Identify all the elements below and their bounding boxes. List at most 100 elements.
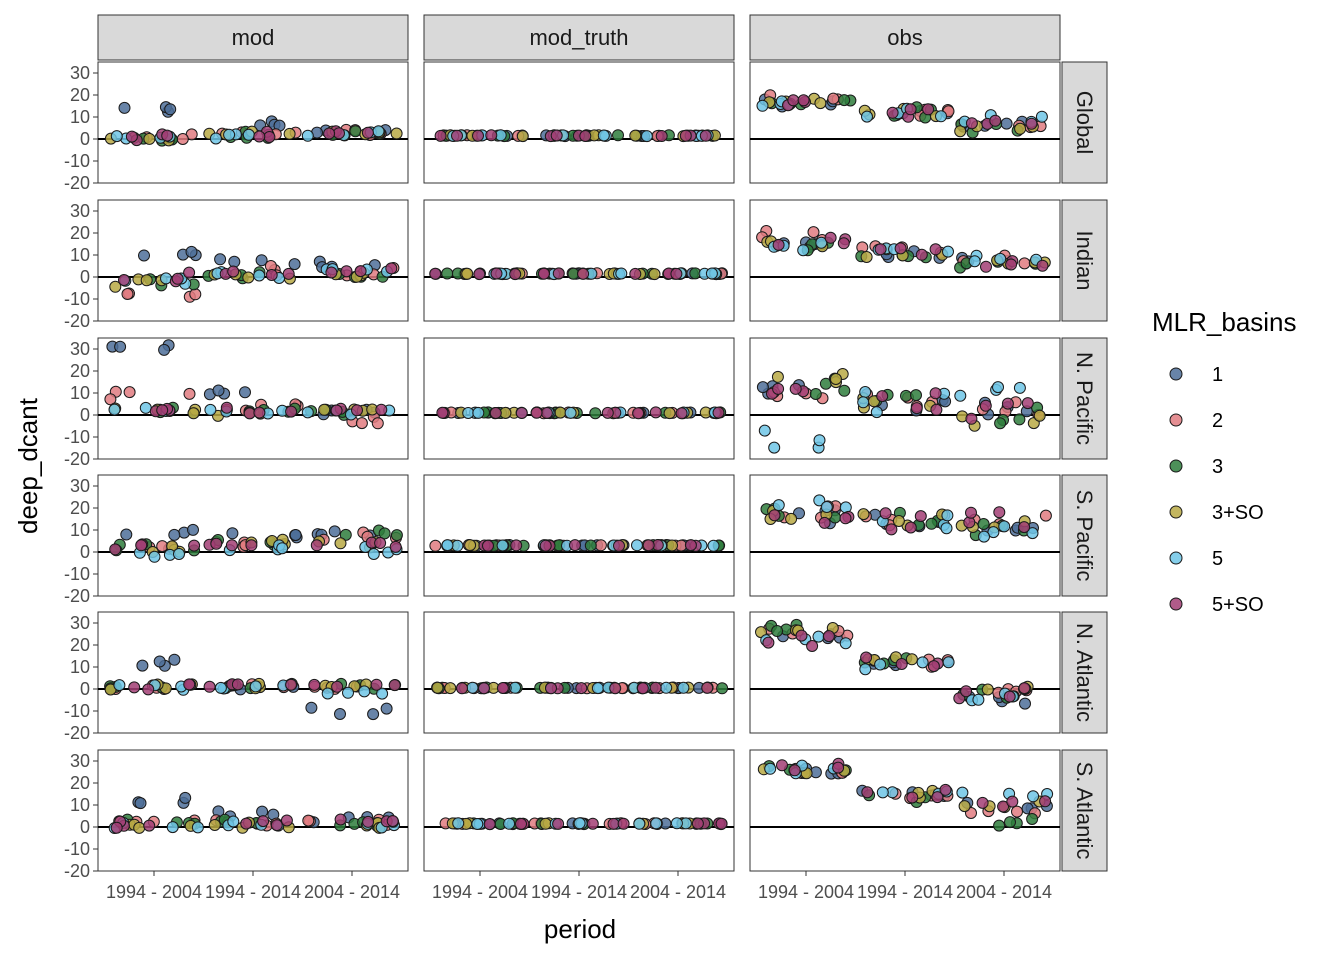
data-point-5+SO: [607, 817, 620, 830]
data-point-1: [334, 708, 346, 720]
data-point-5: [148, 550, 161, 563]
data-point-3: [390, 529, 403, 542]
data-point-3+SO: [860, 251, 873, 263]
data-point-5+SO: [795, 629, 808, 642]
data-point-3: [838, 94, 851, 107]
data-point-5+SO: [963, 516, 976, 529]
panel-border: [97, 474, 409, 597]
data-point-5: [940, 522, 953, 535]
data-point-5+SO: [609, 682, 622, 695]
data-point-5+SO: [125, 130, 138, 143]
data-point-1: [1000, 117, 1013, 130]
data-point-5+SO: [539, 539, 552, 552]
data-point-2: [121, 288, 134, 300]
panel-mod_truth-N. Atlantic: [423, 611, 735, 734]
data-point-5: [968, 255, 981, 268]
data-point-5: [677, 681, 690, 694]
data-point-5: [942, 656, 955, 669]
data-point-5+SO: [976, 796, 989, 809]
data-point-5: [705, 267, 718, 280]
data-point-5+SO: [188, 539, 201, 552]
panel-obs-Global: [749, 61, 1061, 184]
data-point-5+SO: [1001, 397, 1014, 410]
data-point-3+SO: [334, 537, 347, 550]
data-point-5+SO: [473, 268, 486, 281]
data-point-5+SO: [701, 681, 714, 694]
data-point-5+SO: [489, 407, 502, 419]
legend-key-3: [1169, 459, 1183, 473]
y-tick-label: 0: [80, 405, 90, 425]
data-point-5: [1026, 527, 1039, 540]
data-point-5: [301, 406, 314, 419]
data-point-5+SO: [776, 759, 788, 772]
data-point-5+SO: [965, 506, 977, 519]
data-point-5+SO: [837, 237, 850, 250]
data-point-5+SO: [385, 262, 398, 275]
y-tick-label: -10: [64, 701, 90, 721]
data-point-3+SO: [1033, 409, 1046, 422]
y-tick-label: 0: [80, 267, 90, 287]
data-point-2: [183, 387, 196, 400]
data-point-5+SO: [965, 412, 978, 425]
data-point-2: [355, 417, 368, 430]
legend-key-5: [1169, 551, 1183, 565]
y-tick-label: 10: [70, 245, 90, 265]
data-point-5+SO: [183, 678, 196, 691]
data-point-5: [1035, 110, 1048, 123]
panel-mod-S. Atlantic: [97, 749, 409, 872]
data-point-3+SO: [283, 127, 296, 140]
panel-obs-N. Pacific: [749, 337, 1061, 460]
y-tick-label: 30: [70, 201, 90, 221]
legend-label: 5+SO: [1212, 594, 1264, 616]
data-point-5+SO: [183, 266, 196, 279]
data-point-5: [660, 681, 673, 694]
data-point-5: [941, 509, 954, 522]
data-point-3+SO: [444, 682, 457, 695]
data-point-5+SO: [613, 539, 625, 552]
data-point-5+SO: [879, 507, 892, 520]
data-point-3+SO: [829, 373, 842, 385]
data-point-5+SO: [245, 539, 258, 552]
panel-mod_truth-Indian: [423, 199, 735, 322]
data-point-5: [772, 499, 785, 512]
data-point-5+SO: [655, 130, 668, 142]
data-point-1: [168, 528, 181, 541]
data-point-5+SO: [456, 682, 468, 695]
data-point-5: [640, 130, 653, 143]
data-point-5: [820, 501, 833, 513]
data-point-3: [716, 682, 729, 695]
data-point-3+SO: [133, 821, 146, 834]
data-point-5+SO: [806, 640, 819, 652]
data-point-3+SO: [242, 271, 255, 284]
data-point-5: [108, 403, 121, 416]
data-point-5: [839, 637, 852, 650]
legend-label: 3+SO: [1212, 502, 1264, 524]
strip-N. Pacific: [1061, 337, 1108, 460]
data-point-1: [305, 701, 318, 714]
panel-border: [423, 199, 735, 322]
y-tick-label: 30: [70, 613, 90, 633]
data-point-1: [120, 528, 133, 541]
data-point-5+SO: [333, 127, 345, 140]
data-point-5+SO: [1025, 117, 1038, 130]
data-point-5+SO: [388, 679, 401, 692]
data-point-3+SO: [431, 681, 444, 694]
data-point-5+SO: [483, 818, 496, 831]
data-point-5: [321, 687, 334, 700]
panel-border: [749, 474, 1061, 597]
data-point-5+SO: [478, 682, 490, 695]
x-tick-label: 1994 - 2014: [205, 882, 301, 902]
data-point-5: [631, 539, 643, 552]
data-point-5+SO: [797, 94, 810, 107]
data-point-1: [168, 653, 181, 666]
data-point-3+SO: [140, 274, 153, 287]
data-point-2: [123, 386, 136, 399]
data-point-2: [371, 417, 384, 430]
data-point-5: [812, 630, 825, 643]
data-point-1: [153, 655, 166, 668]
data-point-5: [591, 682, 604, 695]
data-point-1: [328, 525, 341, 538]
data-point-5: [758, 424, 771, 437]
data-point-5+SO: [931, 791, 944, 804]
data-point-5+SO: [515, 817, 527, 830]
